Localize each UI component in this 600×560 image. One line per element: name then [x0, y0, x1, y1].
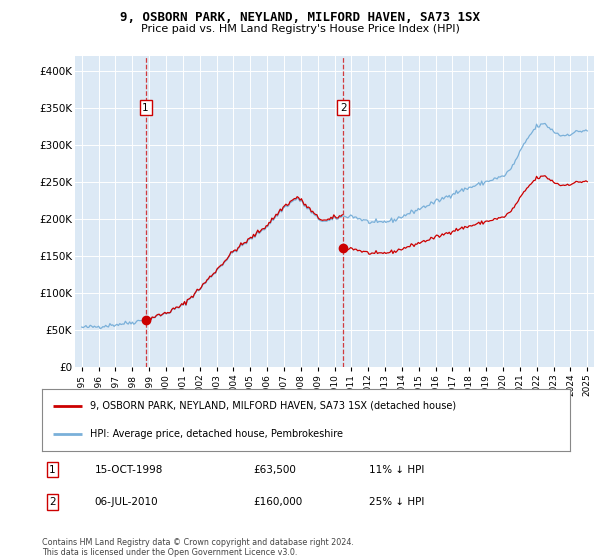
Text: Price paid vs. HM Land Registry's House Price Index (HPI): Price paid vs. HM Land Registry's House …: [140, 24, 460, 34]
Text: 1: 1: [49, 465, 56, 475]
Text: 2: 2: [49, 497, 56, 507]
Text: 9, OSBORN PARK, NEYLAND, MILFORD HAVEN, SA73 1SX (detached house): 9, OSBORN PARK, NEYLAND, MILFORD HAVEN, …: [89, 401, 455, 411]
Text: 15-OCT-1998: 15-OCT-1998: [95, 465, 163, 475]
Text: 11% ↓ HPI: 11% ↓ HPI: [370, 465, 425, 475]
Text: 1: 1: [142, 103, 149, 113]
Text: 06-JUL-2010: 06-JUL-2010: [95, 497, 158, 507]
Text: 2: 2: [340, 103, 346, 113]
Text: Contains HM Land Registry data © Crown copyright and database right 2024.
This d: Contains HM Land Registry data © Crown c…: [42, 538, 354, 557]
Text: HPI: Average price, detached house, Pembrokeshire: HPI: Average price, detached house, Pemb…: [89, 429, 343, 439]
Text: 25% ↓ HPI: 25% ↓ HPI: [370, 497, 425, 507]
Text: 9, OSBORN PARK, NEYLAND, MILFORD HAVEN, SA73 1SX: 9, OSBORN PARK, NEYLAND, MILFORD HAVEN, …: [120, 11, 480, 24]
Text: £63,500: £63,500: [253, 465, 296, 475]
Text: £160,000: £160,000: [253, 497, 302, 507]
